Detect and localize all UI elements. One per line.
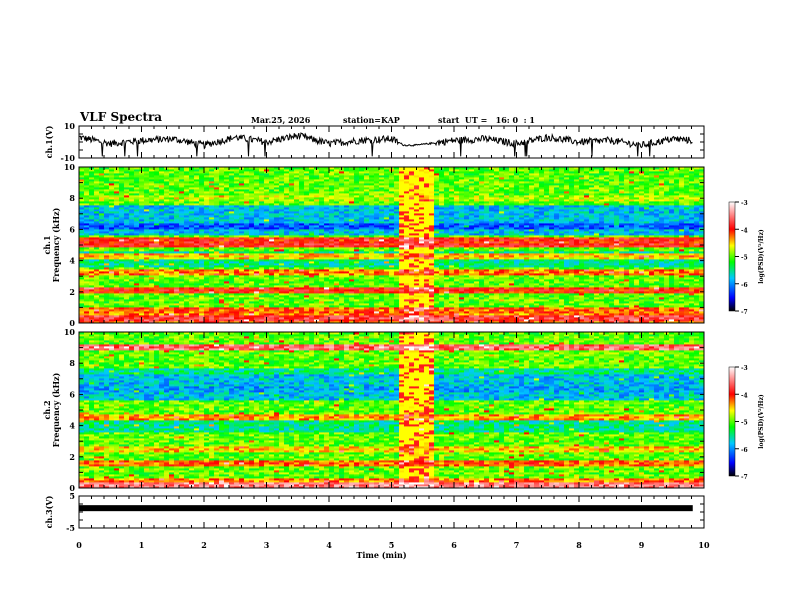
ch1-ytick-label: 10 — [64, 121, 76, 131]
ch1-ylabel: ch.1(V) — [44, 125, 54, 158]
ch1-trace — [79, 133, 693, 156]
ch1-spectrogram-cells — [79, 167, 704, 323]
vlf-figure: 10-10ch.1(V)0246810ch.1 Frequency (kHz)-3… — [0, 0, 792, 612]
